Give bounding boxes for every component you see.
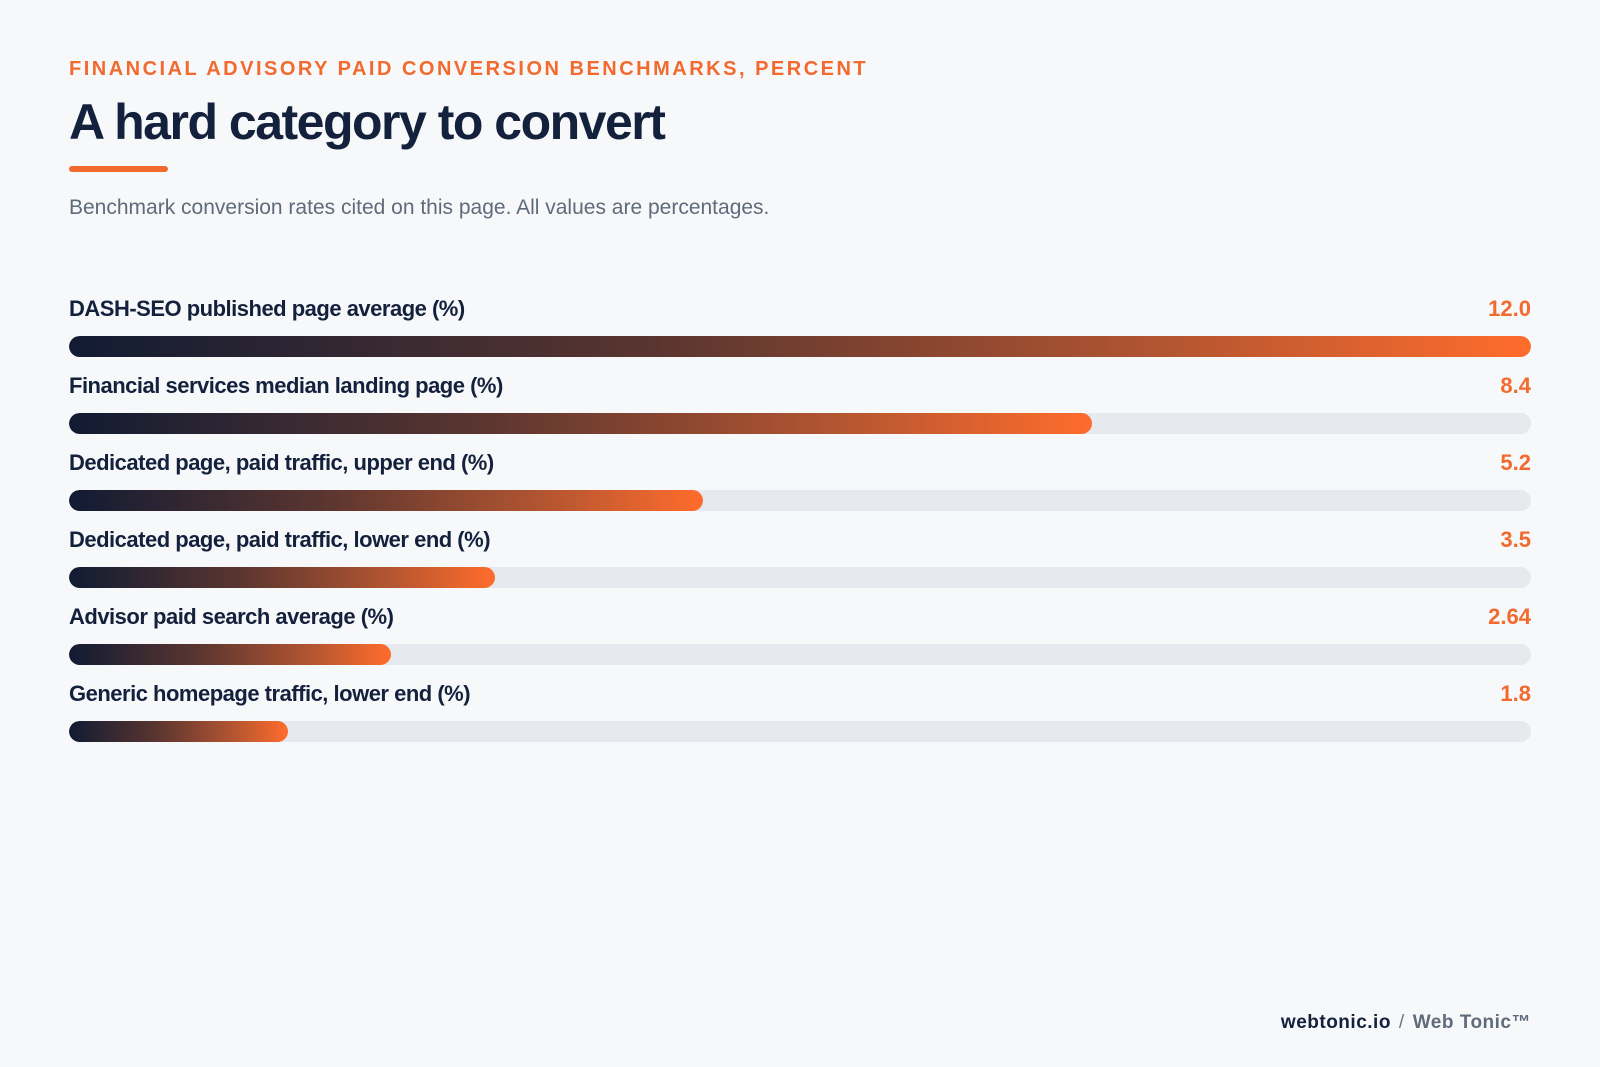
bar-list: DASH-SEO published page average (%) 12.0 F…: [69, 296, 1531, 758]
bar-value-label: 8.4: [1500, 373, 1531, 398]
bar-track: [69, 490, 1531, 511]
bar-label: Dedicated page, paid traffic, upper end …: [69, 450, 494, 475]
bar-row: Dedicated page, paid traffic, upper end …: [69, 450, 1531, 527]
chart-card: FINANCIAL ADVISORY PAID CONVERSION BENCH…: [69, 0, 1531, 1067]
bar-value-label: 5.2: [1500, 450, 1531, 475]
bar-row: DASH-SEO published page average (%) 12.0: [69, 296, 1531, 373]
bar-row: Generic homepage traffic, lower end (%) 1…: [69, 681, 1531, 758]
bar-label: Dedicated page, paid traffic, lower end …: [69, 527, 491, 552]
bar-value-label: 2.64: [1488, 604, 1531, 629]
bar-track: [69, 413, 1531, 434]
bar-track: [69, 567, 1531, 588]
footer-brand: webtonic.io: [1280, 1012, 1391, 1033]
bar-value-label: 3.5: [1500, 527, 1531, 552]
bar-value-label: 1.8: [1500, 681, 1531, 706]
bar-fill: [69, 490, 703, 511]
bar-label: Advisor paid search average (%): [69, 604, 394, 629]
chart-title: A hard category to convert: [69, 94, 666, 150]
bar-row: Advisor paid search average (%) 2.64: [69, 604, 1531, 681]
bar-track: [69, 336, 1531, 357]
bar-label: Generic homepage traffic, lower end (%): [69, 681, 471, 706]
bar-track: [69, 721, 1531, 742]
footer-credit: webtonic.io / Web Tonic™: [1281, 1012, 1531, 1034]
bar-fill: [69, 567, 496, 588]
bar-row: Financial services median landing page (…: [69, 373, 1531, 450]
bar-fill: [69, 336, 1531, 357]
title-underline: [69, 166, 168, 172]
bar-track: [69, 644, 1531, 665]
bar-fill: [69, 644, 391, 665]
bar-value-label: 12.0: [1488, 296, 1531, 321]
bar-row: Dedicated page, paid traffic, lower end …: [69, 527, 1531, 604]
chart-subtitle: Benchmark conversion rates cited on this…: [69, 196, 770, 219]
footer-product: Web Tonic™: [1412, 1012, 1531, 1033]
bar-fill: [69, 413, 1093, 434]
bar-fill: [69, 721, 289, 742]
footer-separator: /: [1398, 1012, 1405, 1033]
bar-label: Financial services median landing page (…: [69, 373, 503, 398]
chart-eyebrow: FINANCIAL ADVISORY PAID CONVERSION BENCH…: [69, 58, 869, 80]
bar-label: DASH-SEO published page average (%): [69, 296, 465, 321]
